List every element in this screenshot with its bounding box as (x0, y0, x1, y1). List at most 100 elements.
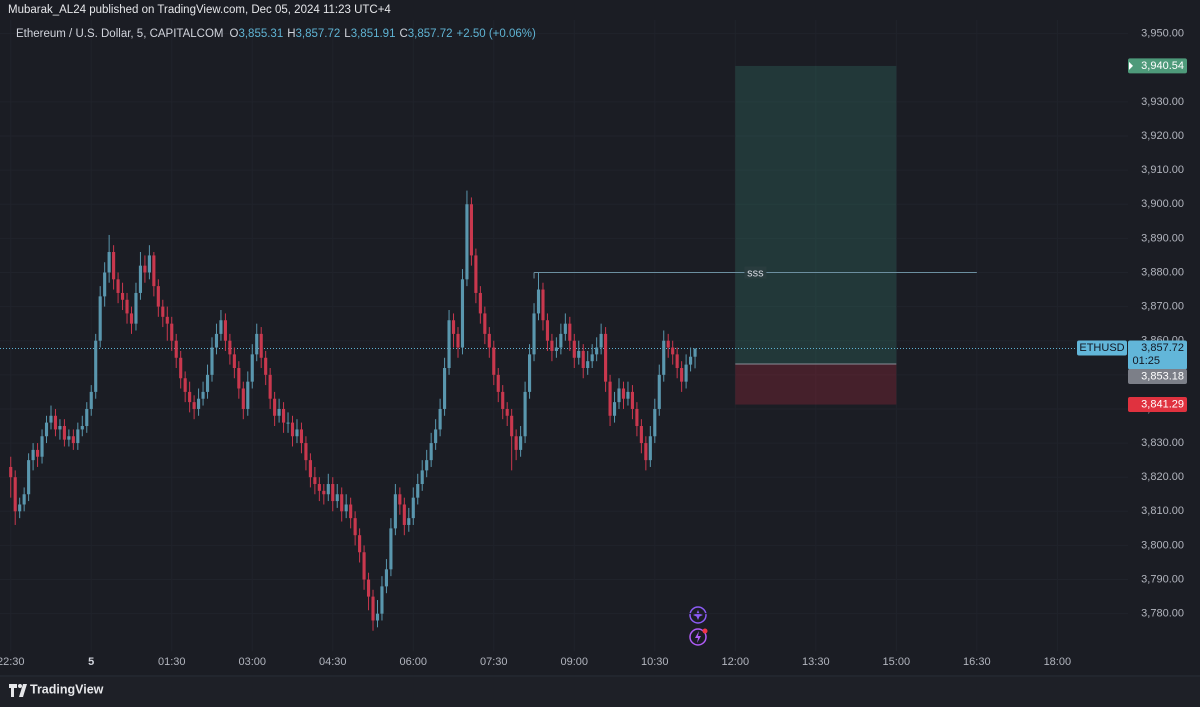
candle-body (85, 408, 89, 427)
x-tick-label: 5 (88, 656, 94, 668)
candle-body (675, 354, 679, 369)
candle-body (62, 426, 66, 440)
entry-price-label-bg (1128, 368, 1187, 384)
y-tick-label: 3,890.00 (1141, 232, 1184, 244)
loss-zone (735, 363, 897, 405)
candle-body (40, 436, 44, 457)
profit-zone (735, 65, 897, 364)
candle-body (541, 289, 545, 321)
candle-body (474, 255, 478, 293)
candle-body (443, 368, 447, 409)
legend: Ethereum / U.S. Dollar, 5, CAPITALCOM O3,… (16, 28, 536, 40)
candle-body (608, 381, 612, 416)
candle-body (322, 490, 326, 495)
candle-body (174, 340, 178, 358)
candle-body (304, 443, 308, 461)
y-tick-label: 3,920.00 (1141, 130, 1184, 142)
x-tick-label: 10:30 (641, 656, 669, 668)
y-tick-label: 3,910.00 (1141, 164, 1184, 176)
y-tick-label: 3,830.00 (1141, 437, 1184, 449)
candle-body (18, 504, 22, 512)
candle-body (398, 494, 402, 505)
target-price-label-bg (1128, 58, 1187, 74)
legend-title: Ethereum / U.S. Dollar, 5, CAPITALCOM (16, 28, 224, 40)
y-tick-label: 3,810.00 (1141, 505, 1184, 517)
logo-mark (9, 684, 27, 697)
candle-body (259, 333, 263, 358)
entry-price-label: 3,853.18 (1141, 370, 1184, 382)
candle-body (129, 313, 134, 324)
candle-body (362, 552, 366, 580)
candle-body (648, 436, 652, 461)
logo-dot (18, 684, 22, 688)
candle-body (277, 408, 281, 416)
candle-body (147, 255, 151, 273)
candle-body (219, 320, 223, 334)
candle-body (438, 408, 442, 430)
candle-body (617, 388, 621, 403)
icon-circle (689, 606, 707, 624)
candle-body (487, 333, 491, 348)
legend-value: 3,857.72 (408, 28, 453, 40)
y-tick-label: 3,800.00 (1141, 539, 1184, 551)
candle-body (290, 422, 295, 437)
candle-body (53, 415, 58, 430)
candle-body (447, 320, 451, 369)
candle-body (568, 323, 572, 341)
candle-body (389, 528, 393, 570)
candle-body (299, 429, 304, 444)
candle-body (31, 449, 35, 461)
candle-body (44, 422, 49, 437)
legend-value: 3,855.31 (238, 28, 283, 40)
publish-info: Mubarak_AL24 published on TradingView.co… (8, 4, 391, 16)
icon-circle (689, 628, 707, 646)
x-tick-label: 18:00 (1044, 656, 1072, 668)
candle-body (103, 272, 107, 297)
candle-body (599, 333, 603, 348)
candle-body (188, 391, 192, 403)
candle-body (451, 320, 456, 334)
candle-body (505, 408, 509, 416)
y-tick-label: 3,930.00 (1141, 96, 1184, 108)
candle-body (344, 504, 348, 512)
legend-value: 3,857.72 (296, 28, 341, 40)
candle-body (27, 460, 31, 495)
candle-body (590, 354, 594, 362)
candle-body (156, 286, 160, 307)
candle-body (559, 333, 563, 348)
candle-body (420, 470, 424, 485)
candle-body (478, 292, 482, 314)
candle-body (152, 255, 156, 287)
candle-body (76, 429, 80, 444)
x-tick-label: 04:30 (319, 656, 347, 668)
candle-body (205, 374, 210, 392)
candle-body (612, 402, 617, 416)
target-price-label: 3,940.54 (1141, 60, 1184, 72)
brand-logo (9, 684, 27, 697)
candle-body (393, 494, 397, 529)
candle-body (523, 391, 527, 437)
candle-body (510, 415, 514, 437)
candle-body (255, 333, 259, 355)
candle-body (536, 289, 541, 314)
x-tick-label: 22:30 (0, 656, 24, 668)
candle-body (666, 340, 670, 348)
candle-body (143, 265, 147, 273)
candle-body (554, 347, 558, 351)
candle-body (210, 347, 214, 375)
candle-body (94, 340, 98, 392)
candle-body (112, 252, 116, 280)
candle-body (49, 415, 53, 423)
candle-body (586, 361, 590, 369)
candle-body (183, 378, 187, 392)
candle-body (693, 348, 697, 357)
last-price-label-bg (1128, 340, 1187, 370)
candle-body (496, 374, 500, 392)
candle-body (429, 443, 433, 461)
candle-body (501, 391, 505, 409)
icon-star (693, 610, 703, 620)
x-tick-label: 13:30 (802, 656, 830, 668)
candle-body (416, 484, 420, 498)
